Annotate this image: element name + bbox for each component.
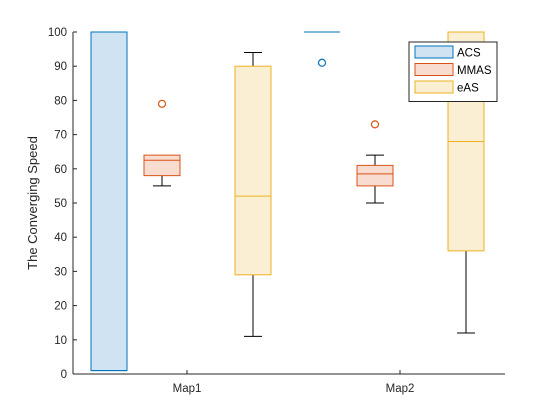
y-tick-label: 10 bbox=[54, 335, 67, 347]
y-tick-label: 100 bbox=[48, 27, 67, 39]
legend: ACS MMAS eAS bbox=[408, 41, 498, 102]
y-axis-label: The Converging Speed bbox=[25, 136, 40, 270]
axes: 0 10 20 30 40 50 60 70 80 90 100 Map1 Map2 bbox=[48, 27, 505, 395]
y-tick-label: 90 bbox=[54, 61, 67, 73]
box-body bbox=[356, 164, 394, 187]
box-body bbox=[234, 65, 272, 276]
y-tick-label: 40 bbox=[54, 232, 67, 244]
legend-swatch-mmas bbox=[414, 63, 454, 76]
box-body bbox=[143, 154, 181, 177]
y-tick-label: 80 bbox=[54, 95, 67, 107]
legend-label-eas: eAS bbox=[457, 83, 479, 95]
legend-label-mmas: MMAS bbox=[457, 65, 492, 77]
x-tick-label: Map2 bbox=[386, 383, 415, 395]
y-tick-label: 0 bbox=[61, 369, 67, 381]
y-tick-label: 60 bbox=[54, 164, 67, 176]
outlier-point bbox=[157, 99, 167, 108]
box-acs-map2 bbox=[304, 31, 340, 67]
y-tick-label: 30 bbox=[54, 266, 67, 278]
box-mmas-map1 bbox=[143, 99, 181, 187]
outlier-point bbox=[317, 58, 327, 67]
box-acs-map1 bbox=[90, 31, 128, 372]
box-eas-map1 bbox=[234, 52, 272, 337]
y-tick-label: 70 bbox=[54, 130, 67, 142]
y-tick-label: 50 bbox=[54, 198, 67, 210]
x-tick-label: Map1 bbox=[173, 383, 202, 395]
legend-swatch-acs bbox=[414, 45, 454, 59]
y-tick-label: 20 bbox=[54, 301, 67, 313]
legend-swatch-eas bbox=[414, 80, 454, 94]
legend-label-acs: ACS bbox=[457, 48, 481, 60]
box-mmas-map2 bbox=[356, 120, 394, 204]
outlier-point bbox=[370, 120, 380, 129]
box-body bbox=[90, 31, 128, 372]
